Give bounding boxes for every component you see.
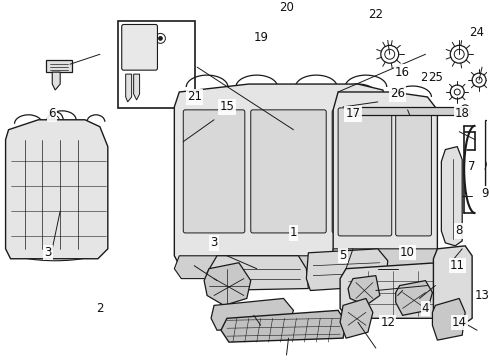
Text: 23: 23: [420, 71, 435, 84]
Ellipse shape: [215, 140, 219, 144]
Polygon shape: [207, 256, 308, 291]
Ellipse shape: [272, 154, 276, 158]
Ellipse shape: [272, 170, 276, 174]
Text: 24: 24: [469, 26, 485, 39]
Bar: [118, 21, 195, 108]
Text: 17: 17: [345, 107, 361, 120]
Ellipse shape: [195, 170, 199, 174]
Text: 20: 20: [279, 1, 294, 14]
Text: 25: 25: [428, 71, 443, 84]
Polygon shape: [333, 92, 438, 263]
Polygon shape: [434, 246, 472, 325]
Text: 3: 3: [45, 246, 52, 259]
Polygon shape: [126, 74, 132, 102]
Text: 22: 22: [368, 8, 383, 21]
Ellipse shape: [205, 184, 209, 188]
Ellipse shape: [296, 140, 300, 144]
Ellipse shape: [262, 309, 266, 313]
Ellipse shape: [205, 140, 209, 144]
Polygon shape: [333, 249, 438, 271]
Text: 3: 3: [210, 237, 218, 249]
FancyBboxPatch shape: [122, 24, 157, 70]
FancyBboxPatch shape: [396, 108, 431, 236]
Text: 21: 21: [187, 90, 202, 103]
Ellipse shape: [296, 170, 300, 174]
Bar: [354, 107, 465, 115]
Polygon shape: [174, 256, 390, 279]
Ellipse shape: [296, 154, 300, 158]
Text: 7: 7: [468, 160, 476, 173]
Ellipse shape: [261, 170, 265, 174]
Text: 8: 8: [456, 224, 463, 238]
Ellipse shape: [195, 154, 199, 158]
Text: 10: 10: [400, 246, 415, 259]
Ellipse shape: [205, 154, 209, 158]
Text: 18: 18: [455, 107, 469, 120]
Ellipse shape: [285, 154, 289, 158]
Polygon shape: [52, 72, 60, 90]
Text: 9: 9: [481, 187, 489, 200]
Ellipse shape: [261, 154, 265, 158]
Ellipse shape: [205, 170, 209, 174]
Polygon shape: [134, 74, 140, 100]
Polygon shape: [340, 298, 373, 338]
Ellipse shape: [285, 170, 289, 174]
FancyBboxPatch shape: [183, 110, 245, 233]
Polygon shape: [204, 263, 251, 305]
Polygon shape: [185, 141, 196, 163]
Text: 15: 15: [220, 100, 234, 113]
Text: 14: 14: [452, 316, 466, 329]
Text: 12: 12: [380, 316, 395, 329]
FancyBboxPatch shape: [332, 110, 384, 233]
Text: 16: 16: [395, 66, 410, 78]
Polygon shape: [211, 298, 294, 330]
Polygon shape: [396, 280, 432, 315]
Ellipse shape: [195, 184, 199, 188]
Text: 26: 26: [390, 87, 405, 100]
Text: 2: 2: [96, 302, 104, 315]
Ellipse shape: [285, 140, 289, 144]
Polygon shape: [46, 60, 72, 72]
Polygon shape: [348, 276, 380, 305]
Ellipse shape: [215, 154, 219, 158]
Ellipse shape: [195, 140, 199, 144]
Ellipse shape: [158, 36, 162, 40]
FancyBboxPatch shape: [338, 108, 392, 236]
Polygon shape: [174, 84, 390, 269]
Polygon shape: [5, 120, 108, 259]
Polygon shape: [432, 298, 465, 340]
Polygon shape: [441, 147, 462, 246]
Text: 11: 11: [450, 259, 465, 272]
Ellipse shape: [272, 140, 276, 144]
Polygon shape: [306, 249, 388, 291]
Ellipse shape: [215, 170, 219, 174]
FancyBboxPatch shape: [251, 110, 326, 233]
Polygon shape: [58, 120, 70, 140]
Text: 6: 6: [49, 107, 56, 120]
Ellipse shape: [227, 313, 231, 317]
Text: 13: 13: [475, 289, 490, 302]
Ellipse shape: [215, 184, 219, 188]
Text: 4: 4: [422, 302, 429, 315]
Ellipse shape: [245, 311, 249, 315]
Text: 1: 1: [290, 226, 297, 239]
Ellipse shape: [261, 140, 265, 144]
Polygon shape: [340, 263, 447, 318]
Text: 19: 19: [253, 31, 268, 44]
Bar: [485, 120, 490, 191]
Text: 5: 5: [340, 249, 347, 262]
Polygon shape: [221, 310, 346, 342]
